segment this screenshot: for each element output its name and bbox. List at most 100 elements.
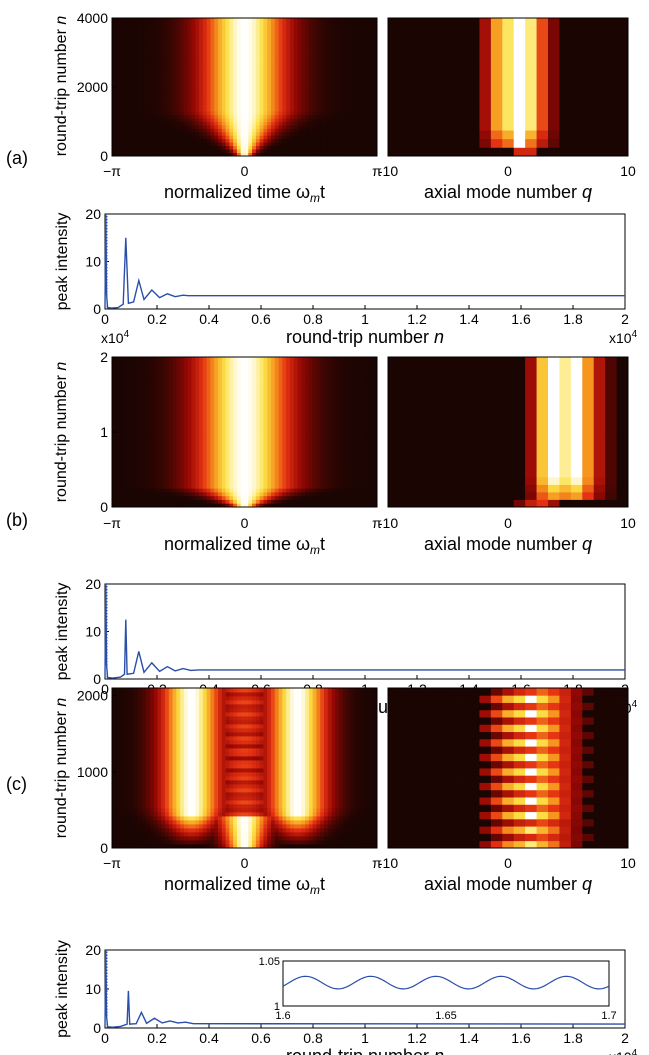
heatmap-cell [218,492,223,497]
heatmap-cell [149,462,155,467]
heatmap-cell [301,18,306,22]
heatmap-cell [350,495,355,500]
heatmap-cell [263,49,268,53]
heatmap-cell [365,24,370,29]
heatmap-cell [365,152,370,157]
heatmap-cell [342,111,348,115]
heatmap-cell [373,145,378,150]
heatmap-cell [373,24,378,29]
heatmap-cell [112,83,117,88]
heatmap-cell [433,95,446,105]
heatmap-cell [221,76,226,81]
heatmap-cell [410,104,423,114]
heatmap-cell [354,55,359,60]
heatmap-cell [244,480,249,485]
heatmap-cell [180,83,185,88]
heatmap-cell [305,118,310,122]
heatmap-cell [214,435,219,440]
heatmap-cell [346,477,351,482]
heatmap-cell [282,420,287,425]
heatmap-cell [354,149,359,153]
heatmap-cell [221,73,226,78]
panel-label: (a) [6,148,28,168]
heatmap-cell [308,420,314,425]
heatmap-cell [335,62,340,67]
heatmap-cell [172,131,177,136]
heatmap-cell [263,35,268,40]
heatmap-cell [165,469,170,474]
heatmap-cell [134,503,139,508]
heatmap-cell [346,131,351,136]
heatmap-cell [358,145,363,150]
heatmap-cell [410,18,423,28]
heatmap-cell [320,66,325,71]
heatmap-cell [206,149,211,153]
heatmap-cell [335,454,340,459]
heatmap-cell [225,45,230,50]
heatmap-cell [361,21,367,26]
heatmap-cell [445,35,457,45]
heatmap-cell [172,138,177,143]
heatmap-cell [289,66,295,71]
heatmap-cell [456,78,469,88]
heatmap-cell [218,128,223,133]
heatmap-cell [369,495,374,500]
heatmap-cell [195,66,200,71]
heatmap-cell [361,473,367,478]
heatmap-cell [214,462,219,467]
heatmap-cell [183,35,189,40]
heatmap-cell [210,420,215,425]
heatmap-cell [339,24,344,29]
heatmap-cell [267,42,272,46]
heatmap-cell [327,104,332,109]
heatmap-cell [161,503,166,508]
heatmap-cell [271,131,276,136]
heatmap-cell [513,130,526,140]
heatmap-cell [335,424,340,429]
heatmap-cell [115,18,120,22]
heatmap-cell [202,439,208,444]
heatmap-cell [240,503,245,508]
heatmap-cell [305,428,310,433]
heatmap-cell [255,90,261,95]
heatmap-cell [502,95,515,105]
heatmap-cell [350,477,355,482]
heatmap-cell [278,49,283,53]
heatmap-cell [327,432,332,437]
heatmap-cell [289,83,295,88]
heatmap-cell [365,42,370,46]
heatmap-cell [176,38,181,43]
heatmap-cell [282,488,287,493]
heatmap-cell [176,28,181,33]
heatmap-cell [361,484,367,489]
panel-label: (b) [6,510,28,530]
heatmap-cell [293,488,298,493]
heatmap-cell [350,432,355,437]
heatmap-cell [324,80,329,84]
heatmap-cell [146,492,151,497]
heatmap-cell [289,93,295,98]
heatmap-cell [149,420,155,425]
heatmap-cell [267,409,272,414]
heatmap-cell [161,35,166,40]
heatmap-cell [312,55,317,60]
heatmap-cell [187,503,192,508]
heatmap-cell [146,104,151,109]
heatmap-cell [248,420,253,425]
heatmap-cell [399,18,412,28]
heatmap-cell [308,495,314,500]
heatmap-cell [346,73,351,78]
heatmap-cell [361,428,367,433]
heatmap-cell [233,31,238,36]
heatmap-cell [202,62,208,67]
heatmap-cell [240,21,245,26]
heatmap-cell [289,55,295,60]
heatmap-cell [240,59,245,64]
heatmap-cell [308,503,314,508]
heatmap-cell [255,104,261,109]
heatmap-cell [165,450,170,455]
heatmap-cell [123,503,128,508]
heatmap-cell [282,90,287,95]
heatmap-cell [593,61,606,71]
heatmap-cell [513,138,526,148]
